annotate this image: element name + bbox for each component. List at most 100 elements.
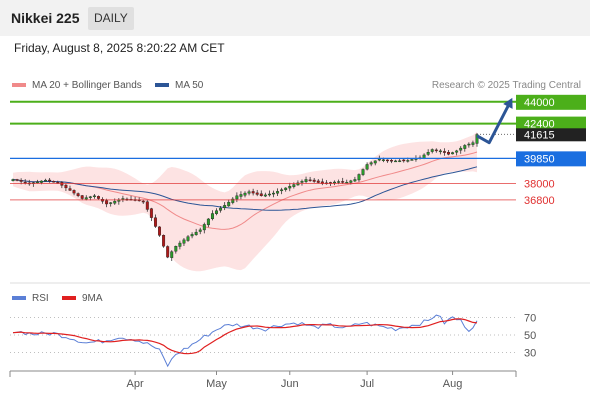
candle-body [194,231,198,236]
x-tick-label: Aug [443,378,463,390]
candle-body [365,164,369,170]
candle-body [284,187,288,190]
rsi-line [12,314,478,368]
candle-body [276,191,280,194]
candle-body [206,218,210,226]
candle-body [333,181,337,184]
candle-body [76,193,80,197]
bollinger-bands [12,131,478,272]
rsi-9ma-line [12,318,478,355]
candle-body [84,197,88,200]
candle-body [341,181,345,183]
candle-body [182,239,186,244]
rsi-tick-label: 70 [524,313,536,325]
candle-body [345,181,349,184]
candle-body [223,205,227,209]
candle-body [178,242,182,247]
legend-ma20: MA 20 + Bollinger Bands [12,80,142,91]
forecast-arrow [476,102,511,145]
x-tick-label: Jun [281,378,299,390]
candle-body [438,150,442,153]
candle-body [113,201,117,204]
candle-body [308,179,312,182]
candle-body [80,195,84,199]
legend-ma50-swatch [155,83,169,88]
candle-body [353,179,357,182]
candle-body [231,198,235,203]
candle-body [304,179,308,182]
legend-9ma: 9MA [62,293,103,304]
candle-body [247,191,251,194]
candle-body [467,143,471,146]
candle-body [373,160,377,164]
x-tick-label: May [206,378,227,390]
legend-9ma-label: 9MA [82,293,103,304]
candle-body [361,169,365,175]
candle-body [259,193,263,197]
level-41615-label: 41615 [524,129,555,141]
period-selector[interactable]: DAILY [88,7,134,30]
candle-body [202,224,206,231]
candles [11,132,479,261]
candle-body [267,193,271,196]
candle-body [243,192,247,196]
bollinger-band-fill [13,131,477,272]
legend-ma50-label: MA 50 [175,80,204,91]
legend-rsi: RSI [12,293,49,304]
candle-body [15,179,19,181]
level-39850-label: 39850 [524,153,555,165]
candle-body [219,207,223,211]
credit-text: Research © 2025 Trading Central [431,80,581,91]
candle-body [149,208,153,218]
candle-body [255,192,259,195]
candle-body [455,150,459,153]
candle-body [430,149,434,152]
candle-body [35,181,39,184]
level-44000-label: 44000 [524,97,555,109]
candle-body [316,180,320,183]
candle-body [300,180,304,183]
candle-body [48,179,52,182]
legend-9ma-swatch [62,296,76,301]
legend-ma20-swatch [12,83,26,88]
candle-body [369,162,373,165]
candle-body [471,142,475,145]
candle-body [272,192,275,195]
candle-body [64,184,68,189]
candle-body [349,180,353,183]
candle-body [23,181,27,184]
rsi-panel: 70 50 30 [10,313,536,368]
rsi-tick-label: 30 [524,348,536,360]
candle-body [11,179,15,182]
candle-body [72,190,76,194]
legend-ma20-label: MA 20 + Bollinger Bands [32,80,142,91]
candle-body [109,202,113,204]
chart-title: Nikkei 225 [11,10,80,26]
candle-body [447,152,450,155]
candle-body [215,210,218,214]
candle-body [390,160,393,162]
candle-body [239,194,243,197]
level-38000-label: 38000 [524,179,555,191]
candle-body [162,235,166,247]
x-tick-label: Apr [127,378,144,390]
candle-body [357,174,361,181]
candle-body [158,226,161,236]
level-42400-tag [516,116,586,132]
candle-body [434,149,438,152]
candle-body [402,159,406,162]
candle-body [121,198,125,200]
forecast-arrowhead [503,97,513,109]
candle-body [68,188,72,191]
candle-body [227,201,231,207]
level-44000-tag [516,94,586,110]
rsi-tick-label: 50 [524,330,536,342]
candle-body [451,152,455,155]
candle-body [337,181,341,183]
candle-body [170,251,174,258]
candle-body [288,186,292,189]
level-36800-label: 36800 [524,195,555,207]
candle-body [52,180,56,183]
